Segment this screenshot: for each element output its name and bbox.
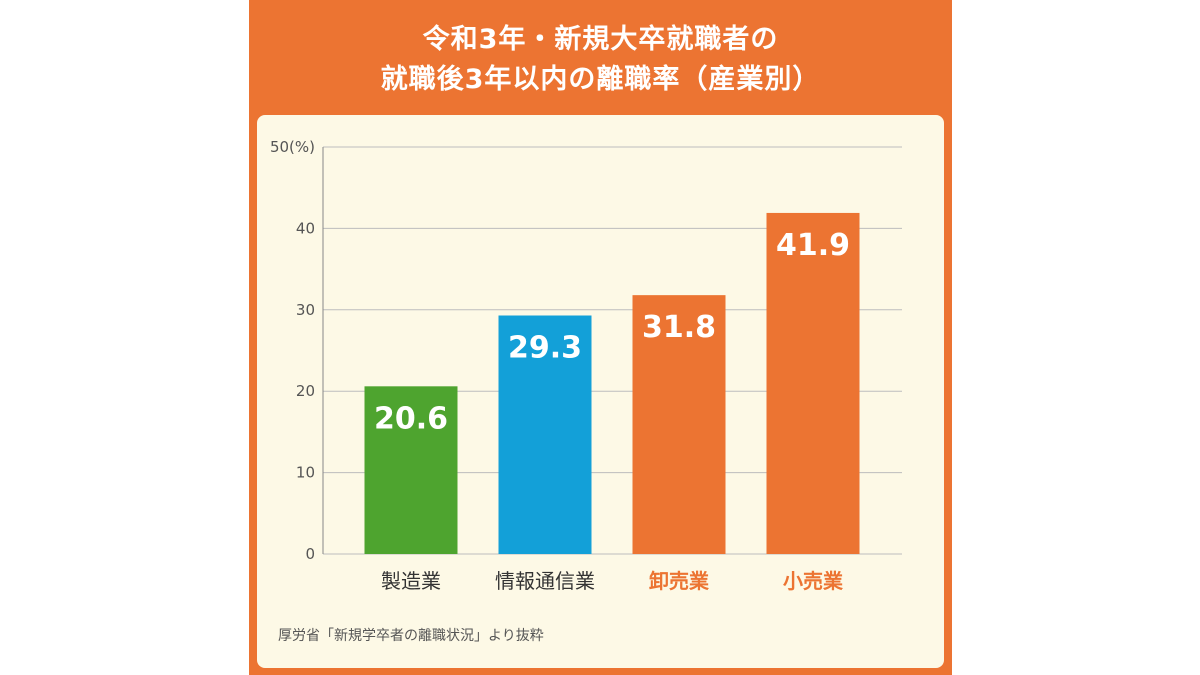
bar <box>364 386 458 554</box>
chart-title-line-1: 令和3年・新規大卒就職者の <box>422 24 779 55</box>
y-tick-label: 10 <box>296 464 315 482</box>
bar-chart: 0 10 20 30 40 50(%) 20.6 製造業 29.3 情報通信業 31.8 卸売業 41.… <box>270 138 902 593</box>
bar-value-label: 20.6 <box>374 401 448 436</box>
chart-title: 令和3年・新規大卒就職者の 就職後3年以内の離職率（産業別） <box>249 20 952 100</box>
bar-value-label: 29.3 <box>508 330 582 365</box>
y-tick-label: 0 <box>305 545 315 563</box>
bar <box>632 295 726 554</box>
y-tick-label: 30 <box>296 301 315 319</box>
category-label: 小売業 <box>783 569 844 593</box>
source-note: 厚労省「新規学卒者の離職状況」より抜粋 <box>278 628 544 644</box>
bar-value-label: 31.8 <box>642 310 716 345</box>
category-label: 製造業 <box>381 569 441 593</box>
category-label: 情報通信業 <box>495 569 595 593</box>
category-label: 卸売業 <box>649 569 710 593</box>
chart-card: 令和3年・新規大卒就職者の 就職後3年以内の離職率（産業別） 0 10 20 30 40… <box>249 0 952 675</box>
y-tick-label: 20 <box>296 382 315 400</box>
bar-value-label: 41.9 <box>776 228 850 263</box>
y-tick-label: 40 <box>296 219 315 237</box>
chart-title-line-2: 就職後3年以内の離職率（産業別） <box>380 64 821 95</box>
y-tick-label: 50(%) <box>270 138 315 156</box>
bar <box>498 315 592 554</box>
chart-panel: 0 10 20 30 40 50(%) 20.6 製造業 29.3 情報通信業 31.8 卸売業 41.… <box>257 115 944 668</box>
bar <box>766 212 860 554</box>
